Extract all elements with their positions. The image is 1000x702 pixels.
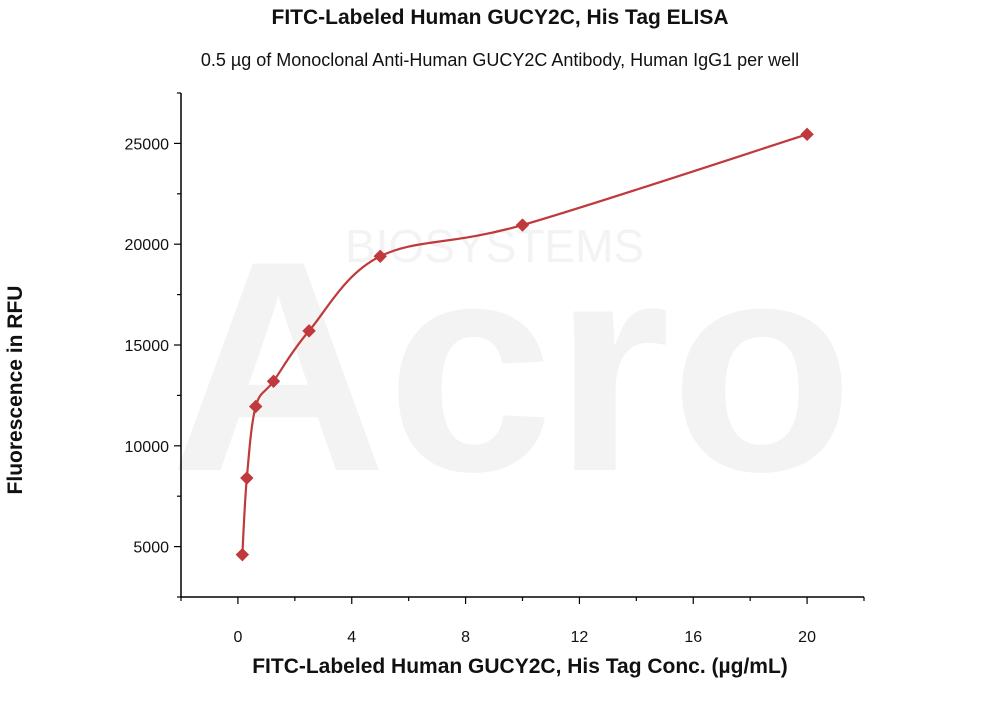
data-point-marker — [800, 127, 814, 142]
data-point-marker — [515, 218, 530, 232]
x-tick-label: 12 — [571, 629, 589, 646]
data-point-marker — [248, 399, 263, 414]
chart-subtitle: 0.5 µg of Monoclonal Anti-Human GUCY2C A… — [200, 50, 800, 70]
axes: 5000 10000 15000 20000 25000 0 4 8 12 16 20 — [125, 92, 865, 646]
x-tick-label: 4 — [347, 629, 356, 646]
x-tick-label: 0 — [233, 629, 242, 646]
watermark-logo: Acro BIOSYSTEMS — [170, 198, 854, 534]
x-tick-label: 16 — [684, 629, 702, 646]
data-points — [235, 127, 814, 562]
y-tick-label: 20000 — [125, 237, 170, 254]
data-point-marker — [240, 471, 254, 485]
data-point-marker — [266, 374, 281, 388]
x-tick-label: 8 — [461, 629, 470, 646]
fit-curve — [241, 133, 808, 555]
y-tick-label: 5000 — [133, 540, 169, 557]
chart-title: FITC-Labeled Human GUCY2C, His Tag ELISA — [271, 6, 729, 29]
x-tick-label: 20 — [798, 629, 816, 646]
y-tick-label: 10000 — [125, 439, 170, 456]
data-point-marker — [235, 547, 250, 562]
fit-curve-layer — [241, 133, 808, 555]
y-tick-label: 25000 — [125, 136, 170, 153]
data-point-marker — [302, 324, 316, 338]
data-point-marker — [373, 249, 387, 264]
y-axis-label: Fluorescence in RFU — [4, 285, 27, 495]
watermark-subtext: BIOSYSTEMS — [345, 220, 644, 272]
x-axis-label: FITC-Labeled Human GUCY2C, His Tag Conc.… — [252, 655, 788, 678]
y-tick-label: 15000 — [125, 338, 170, 355]
